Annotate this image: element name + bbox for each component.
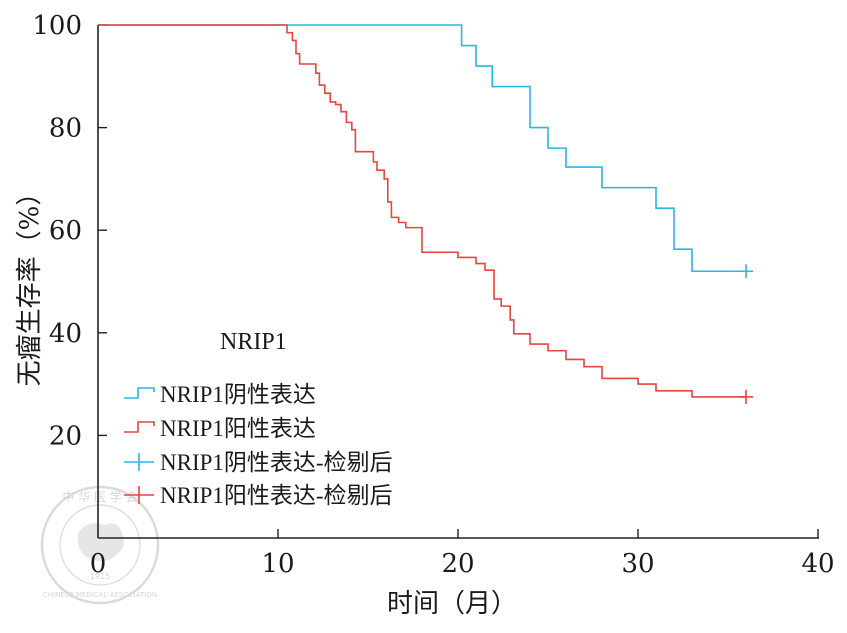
seal-year: 1915: [90, 572, 110, 581]
legend-label-3: NRIP1阳性表达-检剔后: [160, 483, 393, 508]
series-line-1: [98, 24, 746, 398]
legend-label-1: NRIP1阳性表达: [160, 416, 316, 441]
x-tick-label: 10: [261, 549, 294, 579]
y-tick-label: 40: [49, 319, 82, 349]
series-line-0: [98, 24, 746, 273]
censor-mark-0: [739, 264, 753, 279]
legend-swatch-3: [124, 486, 154, 504]
x-tick-label: 40: [801, 549, 834, 579]
seal-top-text: 中 华 医 学 会: [62, 489, 137, 504]
axis-ticks: 0 10 20 30 40 20 40 60 80 100: [32, 11, 834, 579]
seal-ring-text: CHINESE MEDICAL ASSOCIATION: [43, 591, 157, 599]
legend-swatch-0: [124, 387, 155, 399]
legend-label-0: NRIP1阴性表达: [160, 382, 316, 407]
y-tick-label: 80: [49, 114, 82, 144]
x-tick-label: 30: [621, 549, 654, 579]
legend-title: NRIP1: [220, 329, 287, 355]
association-seal-watermark: 中 华 医 学 会 CHINESE MEDICAL ASSOCIATION 19…: [40, 485, 160, 605]
y-axis-title: 无瘤生存率（%）: [15, 180, 45, 387]
legend-label-2: NRIP1阴性表达-检剔后: [160, 450, 393, 475]
y-tick-label: 20: [49, 421, 82, 451]
y-tick-label: 100: [32, 11, 82, 41]
series-layer: [98, 24, 753, 404]
legend-swatch-2: [124, 453, 154, 471]
censor-mark-1: [739, 389, 753, 404]
legend: NRIP1 NRIP1阴性表达 NRIP1阳性表达 NRIP1阴性表达-检剔后 NRI…: [124, 329, 393, 508]
legend-swatch-1: [124, 421, 155, 433]
y-tick-label: 60: [49, 216, 82, 246]
x-tick-label: 0: [90, 549, 107, 579]
x-axis-title: 时间（月）: [387, 589, 517, 619]
x-tick-label: 20: [441, 549, 474, 579]
